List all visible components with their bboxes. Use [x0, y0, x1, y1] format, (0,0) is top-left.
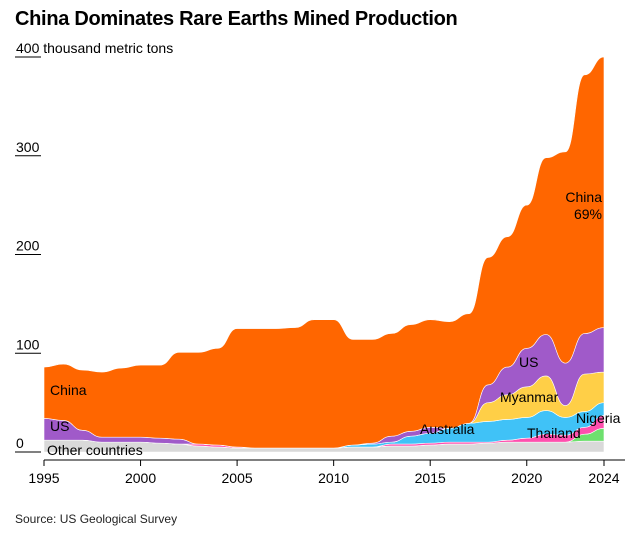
source-note: Source: US Geological Survey	[15, 512, 178, 526]
label-china-left: China	[50, 382, 87, 398]
x-tick-label: 2015	[415, 470, 446, 486]
y-tick-label: 400 thousand metric tons	[16, 40, 173, 56]
y-tick-label: 300	[16, 139, 40, 155]
y-tick-label: 200	[16, 238, 40, 254]
label-australia: Australia	[420, 421, 475, 437]
y-axis: 400 thousand metric tons 300 200 100 0	[15, 40, 173, 453]
x-tick-label: 1995	[28, 470, 59, 486]
label-us-right: US	[519, 354, 538, 370]
x-tick-label: 2005	[222, 470, 253, 486]
y-tick-label: 0	[16, 435, 24, 451]
areas-layer	[43, 56, 605, 453]
label-us-left: US	[50, 418, 69, 434]
label-nigeria: Nigeria	[576, 410, 621, 426]
label-myanmar: Myanmar	[500, 389, 559, 405]
x-tick-label: 2024	[588, 470, 619, 486]
x-tick-label: 2010	[318, 470, 349, 486]
y-tick-label: 100	[16, 336, 40, 352]
x-axis: 1995 2000 2005 2010 2015 2020 2024	[28, 459, 625, 486]
x-tick-label: 2020	[511, 470, 542, 486]
x-tick-label: 2000	[125, 470, 156, 486]
label-china-right: China	[565, 189, 602, 205]
chart-title: China Dominates Rare Earths Mined Produc…	[15, 8, 458, 30]
label-china-share: 69%	[574, 206, 602, 222]
label-thailand: Thailand	[527, 425, 581, 441]
area-china	[43, 56, 605, 449]
series-labels: China US Other countries China 69% US My…	[47, 189, 621, 458]
label-other-countries: Other countries	[47, 442, 143, 458]
